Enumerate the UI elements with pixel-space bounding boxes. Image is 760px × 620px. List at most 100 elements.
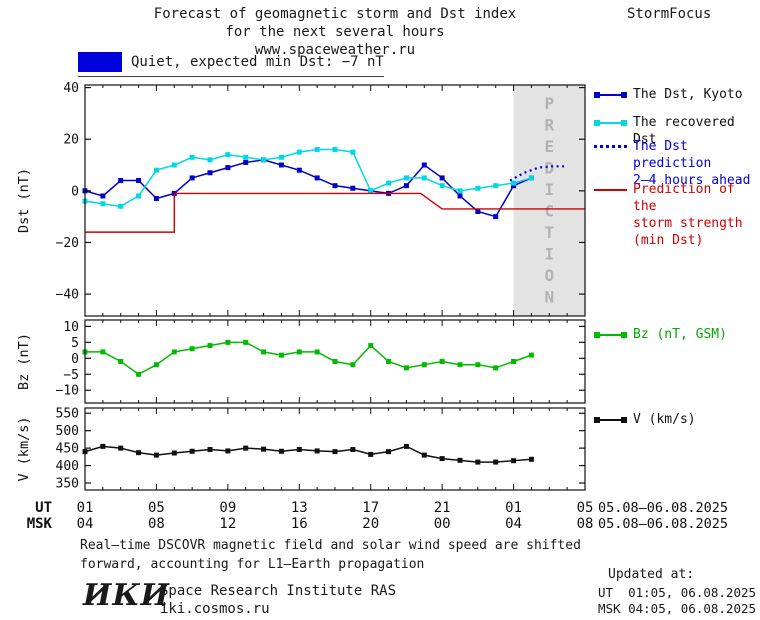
svg-text:40: 40 — [63, 81, 79, 96]
page-title: Forecast of geomagnetic storm and Dst in… — [85, 5, 585, 59]
dotted-prediction-line-icon — [594, 141, 627, 154]
svg-text:16: 16 — [291, 516, 308, 532]
footer-note-line-2: forward, accounting for L1–Earth propaga… — [80, 556, 425, 572]
updated-at-label: Updated at: — [608, 567, 695, 582]
svg-text:400: 400 — [56, 459, 79, 474]
svg-text:500: 500 — [56, 424, 79, 439]
svg-text:5: 5 — [71, 336, 79, 351]
footer-note-line-1: Real–time DSCOVR magnetic field and sola… — [80, 538, 581, 553]
legend-label-v: V (km/s) — [633, 412, 696, 427]
series-line — [84, 159, 532, 218]
svg-text:550: 550 — [56, 407, 79, 422]
panel-frame — [84, 84, 586, 317]
legend-item-dst-kyoto: The Dst, Kyoto — [594, 87, 758, 104]
swatch-square-right — [621, 417, 627, 423]
svg-text:D: D — [544, 159, 554, 178]
svg-text:Dst (nT): Dst (nT) — [16, 168, 32, 233]
swatch-line — [594, 189, 627, 191]
svg-text:17: 17 — [362, 500, 379, 516]
svg-text:05: 05 — [577, 500, 594, 516]
iki-logo: ИКИ — [83, 578, 170, 613]
legend-item-dst-prediction: The Dst prediction 2–4 hours ahead — [594, 139, 758, 190]
panel-frame — [84, 407, 586, 491]
legend-label-dst-kyoto: The Dst, Kyoto — [633, 87, 743, 102]
svg-text:01: 01 — [77, 500, 94, 516]
svg-text:20: 20 — [362, 516, 379, 532]
swatch-line — [594, 334, 627, 336]
institute-website: iki.cosmos.ru — [160, 601, 270, 617]
brand-stormfocus: StormFocus — [627, 6, 712, 22]
svg-text:−5: −5 — [63, 368, 79, 383]
svg-text:T: T — [544, 223, 554, 242]
bz-line-icon — [594, 329, 627, 342]
institute-name: Space Research Institute RAS — [160, 583, 397, 599]
svg-text:04: 04 — [505, 516, 522, 532]
svg-text:MSK: MSK — [27, 516, 53, 532]
legend-item-storm-strength: Prediction of the storm strength (min Ds… — [594, 182, 758, 250]
svg-text:01: 01 — [505, 500, 522, 516]
recovered-dst-line-icon — [594, 117, 627, 130]
svg-text:O: O — [544, 266, 554, 285]
legend-item-bz: Bz (nT, GSM) — [594, 327, 758, 344]
svg-text:0: 0 — [71, 352, 79, 367]
svg-text:P: P — [544, 94, 554, 113]
svg-text:C: C — [544, 202, 554, 221]
svg-text:10: 10 — [63, 320, 79, 335]
svg-text:−10: −10 — [56, 384, 79, 399]
title-line-1: Forecast of geomagnetic storm and Dst in… — [153, 6, 517, 22]
status-banner: Quiet, expected min Dst: −7 nT — [78, 52, 384, 77]
svg-text:V (km/s): V (km/s) — [16, 416, 32, 481]
time-axis: 01040508091213161720210001040508UTMSK05.… — [27, 500, 728, 532]
series-line — [85, 341, 532, 376]
v-panel: 550 500 450 400 350 V (km/s) — [16, 407, 586, 492]
series-line — [84, 148, 532, 208]
series-line — [85, 192, 585, 233]
svg-text:13: 13 — [291, 500, 308, 516]
svg-text:350: 350 — [56, 477, 79, 492]
svg-text:−40: −40 — [56, 288, 79, 303]
v-line-icon — [594, 414, 627, 427]
svg-text:R: R — [544, 116, 554, 135]
swatch-dotted-line — [594, 145, 627, 148]
svg-text:21: 21 — [434, 500, 451, 516]
series-line — [509, 165, 568, 182]
svg-text:00: 00 — [434, 516, 451, 532]
legend-item-v: V (km/s) — [594, 412, 758, 429]
swatch-square-right — [621, 120, 627, 126]
svg-text:08: 08 — [577, 516, 594, 532]
series-line — [84, 445, 532, 463]
svg-text:20: 20 — [63, 133, 79, 148]
swatch-square-right — [621, 92, 627, 98]
swatch-square-left — [594, 92, 600, 98]
svg-text:05: 05 — [148, 500, 165, 516]
legend-label-dst-prediction: The Dst prediction 2–4 hours ahead — [633, 139, 751, 188]
title-line-2: for the next several hours — [225, 24, 445, 40]
swatch-line — [594, 419, 627, 421]
svg-text:I: I — [544, 180, 554, 199]
svg-text:05.08–06.08.2025: 05.08–06.08.2025 — [598, 516, 728, 532]
legend-label-bz: Bz (nT, GSM) — [633, 327, 727, 342]
svg-text:04: 04 — [77, 516, 94, 532]
swatch-square-left — [594, 120, 600, 126]
status-level-swatch — [78, 52, 122, 72]
svg-text:12: 12 — [219, 516, 236, 532]
svg-text:450: 450 — [56, 442, 79, 457]
swatch-square-right — [621, 332, 627, 338]
title-url: www.spaceweather.ru — [254, 42, 416, 58]
prediction-band — [513, 85, 585, 316]
status-label: Quiet, expected min Dst: −7 nT — [131, 54, 384, 70]
svg-text:09: 09 — [219, 500, 236, 516]
legend-label-recovered-dst: The recovered Dst — [633, 115, 735, 147]
svg-text:0: 0 — [71, 184, 79, 199]
swatch-square-left — [594, 332, 600, 338]
svg-text:UT: UT — [35, 500, 52, 516]
swatch-line — [594, 94, 627, 96]
svg-text:08: 08 — [148, 516, 165, 532]
updated-at-msk: MSK 04:05, 06.08.2025 — [598, 601, 757, 616]
updated-at-ut: UT 01:05, 06.08.2025 — [598, 585, 757, 600]
svg-text:05.08–06.08.2025: 05.08–06.08.2025 — [598, 500, 728, 516]
